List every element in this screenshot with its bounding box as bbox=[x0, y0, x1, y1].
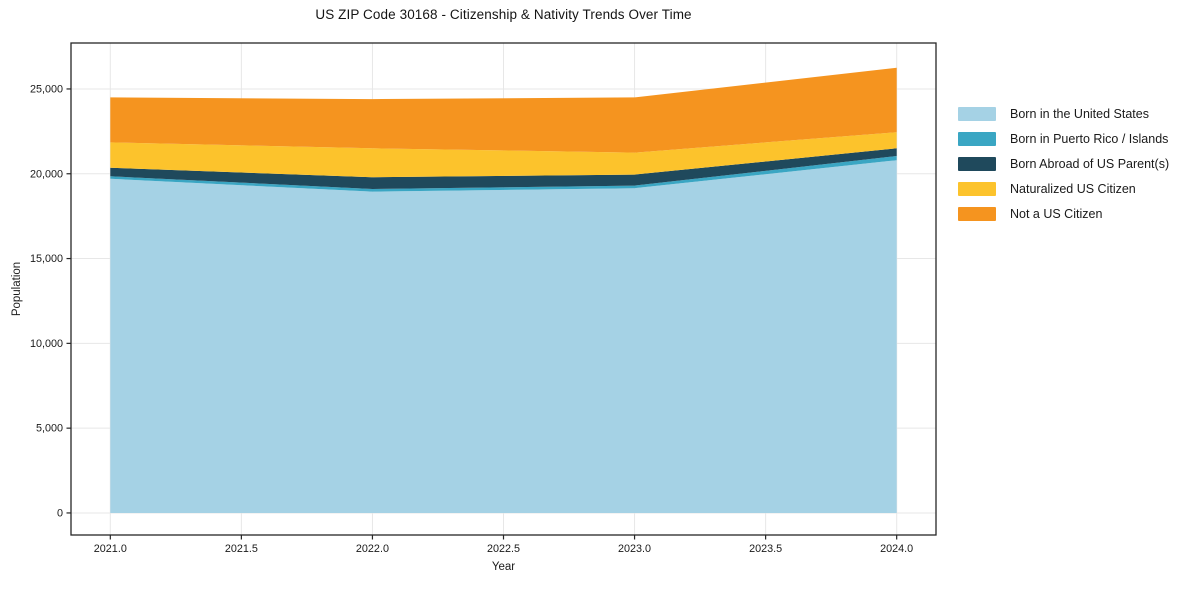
y-axis-label: Population bbox=[11, 261, 23, 317]
y-tick-label: 15,000 bbox=[30, 253, 63, 265]
x-tick-label: 2023.0 bbox=[618, 543, 651, 555]
y-tick-label: 10,000 bbox=[30, 338, 63, 350]
legend-swatch bbox=[958, 156, 996, 171]
x-tick-label: 2022.5 bbox=[487, 543, 520, 555]
y-tick-label: 20,000 bbox=[30, 168, 63, 180]
x-tick-label: 2022.0 bbox=[356, 543, 389, 555]
legend-swatch bbox=[958, 131, 996, 146]
legend-label: Not a US Citizen bbox=[1010, 206, 1103, 221]
legend: Born in the United States Born in Puerto … bbox=[958, 101, 1169, 226]
legend-label: Born in Puerto Rico / Islands bbox=[1010, 131, 1169, 146]
legend-item: Born in Puerto Rico / Islands bbox=[958, 126, 1169, 151]
x-tick-label: 2024.0 bbox=[880, 543, 913, 555]
area-series-born-in-puerto-rico-islands bbox=[110, 156, 897, 192]
legend-label: Born in the United States bbox=[1010, 106, 1149, 121]
legend-label: Naturalized US Citizen bbox=[1010, 181, 1136, 196]
y-tick-label: 0 bbox=[57, 507, 63, 519]
legend-item: Naturalized US Citizen bbox=[958, 176, 1169, 201]
legend-label: Born Abroad of US Parent(s) bbox=[1010, 156, 1170, 171]
legend-item: Born in the United States bbox=[958, 101, 1169, 126]
x-axis-label: Year bbox=[491, 561, 516, 573]
area-series-not-a-us-citizen bbox=[110, 67, 897, 153]
x-tick-label: 2021.0 bbox=[94, 543, 127, 555]
legend-swatch bbox=[958, 181, 996, 196]
y-tick-label: 5,000 bbox=[36, 423, 63, 435]
x-tick-label: 2021.5 bbox=[225, 543, 258, 555]
y-tick-label: 25,000 bbox=[30, 83, 63, 95]
legend-swatch bbox=[958, 106, 996, 121]
area-series-born-in-the-united-states bbox=[110, 160, 897, 513]
chart-title: US ZIP Code 30168 - Citizenship & Nativi… bbox=[315, 7, 692, 22]
legend-item: Not a US Citizen bbox=[958, 201, 1169, 226]
legend-swatch bbox=[958, 206, 996, 221]
x-tick-label: 2023.5 bbox=[749, 543, 782, 555]
legend-item: Born Abroad of US Parent(s) bbox=[958, 151, 1169, 176]
area-series-naturalized-us-citizen bbox=[110, 132, 897, 178]
area-series-born-abroad-of-us-parent-s bbox=[110, 148, 897, 189]
